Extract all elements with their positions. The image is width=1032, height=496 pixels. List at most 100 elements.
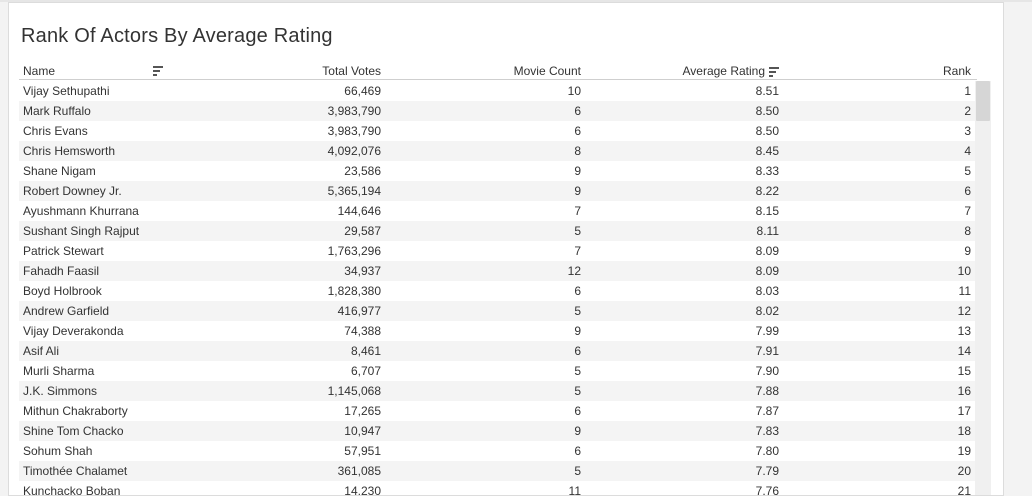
table-row[interactable]: Chris Evans 3,983,790 6 8.50 3 <box>19 121 977 141</box>
cell-total-votes: 416,977 <box>337 304 381 318</box>
cell-average-rating: 7.90 <box>755 364 779 378</box>
cell-movie-count: 9 <box>574 164 581 178</box>
cell-rank: 1 <box>964 84 971 98</box>
cell-rank: 17 <box>957 404 971 418</box>
cell-rank: 7 <box>964 204 971 218</box>
table-row[interactable]: Asif Ali 8,461 6 7.91 14 <box>19 341 977 361</box>
cell-rank: 21 <box>957 484 971 496</box>
cell-total-votes: 3,983,790 <box>327 104 381 118</box>
cell-rank: 8 <box>964 224 971 238</box>
cell-rank: 20 <box>957 464 971 478</box>
cell-rank: 5 <box>964 164 971 178</box>
table-row[interactable]: Shane Nigam 23,586 9 8.33 5 <box>19 161 977 181</box>
cell-total-votes: 4,092,076 <box>327 144 381 158</box>
cell-movie-count: 5 <box>574 384 581 398</box>
cell-movie-count: 6 <box>574 284 581 298</box>
column-header-name[interactable]: Name <box>23 64 55 78</box>
table-row[interactable]: J.K. Simmons 1,145,068 5 7.88 16 <box>19 381 977 401</box>
cell-rank: 4 <box>964 144 971 158</box>
cell-total-votes: 23,586 <box>344 164 381 178</box>
table-row[interactable]: Mithun Chakraborty 17,265 6 7.87 17 <box>19 401 977 421</box>
column-header-movie-count[interactable]: Movie Count <box>513 64 581 78</box>
cell-rank: 12 <box>957 304 971 318</box>
cell-average-rating: 8.02 <box>755 304 779 318</box>
top-border <box>0 0 1032 2</box>
table-row[interactable]: Timothée Chalamet 361,085 5 7.79 20 <box>19 461 977 481</box>
worksheet-panel: Rank Of Actors By Average Rating Name To… <box>8 2 1004 496</box>
cell-rank: 15 <box>957 364 971 378</box>
table-row[interactable]: Sohum Shah 57,951 6 7.80 19 <box>19 441 977 461</box>
cell-average-rating: 8.22 <box>755 184 779 198</box>
cell-total-votes: 6,707 <box>350 364 381 378</box>
cell-movie-count: 8 <box>574 144 581 158</box>
cell-average-rating: 8.50 <box>755 124 779 138</box>
cell-rank: 16 <box>957 384 971 398</box>
table-body: Vijay Sethupathi 66,469 10 8.51 1 Mark Ruffa… <box>19 81 977 496</box>
cell-average-rating: 8.15 <box>755 204 779 218</box>
cell-name: Robert Downey Jr. <box>23 184 122 198</box>
cell-total-votes: 1,145,068 <box>327 384 381 398</box>
cell-total-votes: 74,388 <box>344 324 381 338</box>
cell-movie-count: 11 <box>568 484 581 496</box>
cell-total-votes: 29,587 <box>344 224 381 238</box>
column-header-average-rating-label: Average Rating <box>682 64 766 78</box>
cell-rank: 3 <box>964 124 971 138</box>
cell-average-rating: 7.99 <box>755 324 779 338</box>
cell-name: Mithun Chakraborty <box>23 404 128 418</box>
scrollbar-thumb[interactable] <box>976 81 990 121</box>
cell-name: Chris Hemsworth <box>23 144 116 158</box>
cell-name: J.K. Simmons <box>23 384 98 398</box>
cell-average-rating: 7.91 <box>755 344 779 358</box>
table-row[interactable]: Murli Sharma 6,707 5 7.90 15 <box>19 361 977 381</box>
table-row[interactable]: Chris Hemsworth 4,092,076 8 8.45 4 <box>19 141 977 161</box>
cell-rank: 9 <box>964 244 971 258</box>
table-row[interactable]: Sushant Singh Rajput 29,587 5 8.11 8 <box>19 221 977 241</box>
table-row[interactable]: Mark Ruffalo 3,983,790 6 8.50 2 <box>19 101 977 121</box>
table-row[interactable]: Kunchacko Boban 14,230 11 7.76 21 <box>19 481 977 496</box>
sort-icon[interactable] <box>153 66 163 76</box>
table-row[interactable]: Vijay Sethupathi 66,469 10 8.51 1 <box>19 81 977 101</box>
cell-rank: 19 <box>957 444 971 458</box>
cell-movie-count: 5 <box>574 464 581 478</box>
cell-average-rating: 7.87 <box>755 404 779 418</box>
cell-movie-count: 6 <box>574 444 581 458</box>
cell-rank: 2 <box>964 104 971 118</box>
table-row[interactable]: Fahadh Faasil 34,937 12 8.09 10 <box>19 261 977 281</box>
cell-name: Ayushmann Khurrana <box>23 204 139 218</box>
table-row[interactable]: Boyd Holbrook 1,828,380 6 8.03 11 <box>19 281 977 301</box>
cell-rank: 14 <box>957 344 971 358</box>
cell-rank: 13 <box>957 324 971 338</box>
cell-total-votes: 3,983,790 <box>327 124 381 138</box>
cell-movie-count: 9 <box>574 184 581 198</box>
cell-average-rating: 7.88 <box>755 384 779 398</box>
cell-total-votes: 361,085 <box>337 464 381 478</box>
cell-average-rating: 7.79 <box>755 464 779 478</box>
cell-rank: 10 <box>957 264 971 278</box>
table-row[interactable]: Andrew Garfield 416,977 5 8.02 12 <box>19 301 977 321</box>
table-row[interactable]: Robert Downey Jr. 5,365,194 9 8.22 6 <box>19 181 977 201</box>
cell-rank: 11 <box>958 284 971 298</box>
table-row[interactable]: Vijay Deverakonda 74,388 9 7.99 13 <box>19 321 977 341</box>
cell-name: Boyd Holbrook <box>23 284 102 298</box>
cell-movie-count: 7 <box>574 244 581 258</box>
cell-name: Fahadh Faasil <box>23 264 100 278</box>
column-header-rank[interactable]: Rank <box>942 64 971 78</box>
cell-average-rating: 8.45 <box>755 144 779 158</box>
cell-movie-count: 6 <box>574 104 581 118</box>
table-row[interactable]: Shine Tom Chacko 10,947 9 7.83 18 <box>19 421 977 441</box>
cell-movie-count: 5 <box>574 224 581 238</box>
cell-name: Asif Ali <box>23 344 60 358</box>
cell-movie-count: 5 <box>574 304 581 318</box>
cell-rank: 6 <box>964 184 971 198</box>
cell-movie-count: 9 <box>574 324 581 338</box>
column-header-total-votes[interactable]: Total Votes <box>322 64 381 78</box>
column-header-average-rating[interactable]: Average Rating <box>682 64 779 78</box>
table-header: Name Total Votes Movie Count Average Rat… <box>19 61 977 80</box>
table-row[interactable]: Ayushmann Khurrana 144,646 7 8.15 7 <box>19 201 977 221</box>
table-row[interactable]: Patrick Stewart 1,763,296 7 8.09 9 <box>19 241 977 261</box>
cell-movie-count: 9 <box>574 424 581 438</box>
cell-name: Kunchacko Boban <box>23 484 121 496</box>
cell-movie-count: 5 <box>574 364 581 378</box>
sort-descending-icon[interactable] <box>769 67 779 77</box>
vertical-scrollbar[interactable] <box>975 81 991 495</box>
